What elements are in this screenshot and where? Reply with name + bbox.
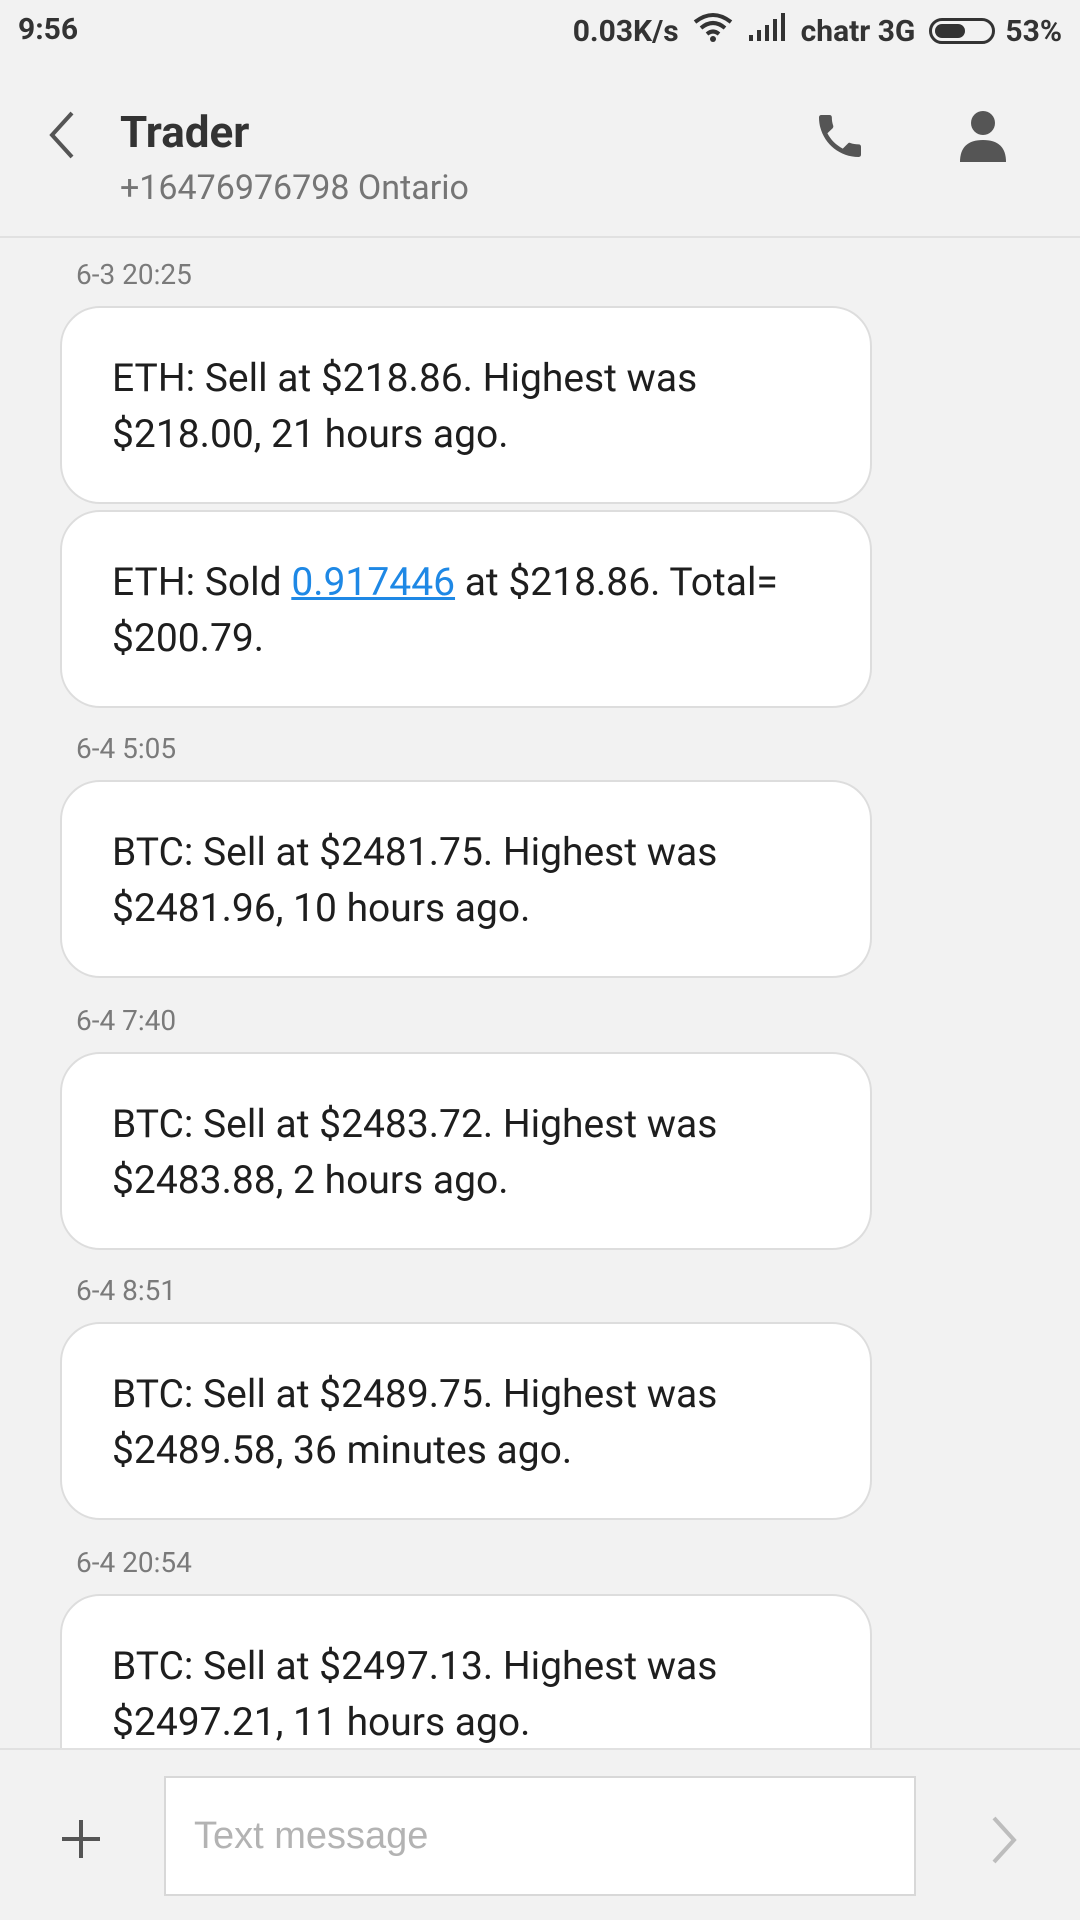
message-bubble[interactable]: BTC: Sell at $2483.72. Highest was $2483… <box>60 1052 872 1250</box>
message-timestamp: 6-4 20:54 <box>76 1546 192 1579</box>
message-bubble[interactable]: BTC: Sell at $2489.75. Highest was $2489… <box>60 1322 872 1520</box>
contact-title: Trader <box>120 106 250 158</box>
carrier-name: chatr 3G <box>800 13 916 49</box>
message-link[interactable]: 0.917446 <box>291 559 456 605</box>
attach-button[interactable] <box>60 1818 102 1860</box>
message-composer <box>0 1748 1080 1920</box>
phone-icon <box>819 115 861 157</box>
person-icon <box>960 111 1006 162</box>
contact-info-button[interactable] <box>958 108 1008 164</box>
battery-percent: 53% <box>1005 13 1062 49</box>
message-bubble[interactable]: BTC: Sell at $2481.75. Highest was $2481… <box>60 780 872 978</box>
message-timestamp: 6-3 20:25 <box>76 258 192 291</box>
message-input[interactable] <box>164 1776 916 1896</box>
call-button[interactable] <box>812 108 868 164</box>
message-thread[interactable]: 6-3 20:25 ETH: Sell at $218.86. Highest … <box>0 238 1080 1748</box>
send-button[interactable] <box>984 1810 1024 1870</box>
wifi-icon <box>693 12 733 50</box>
message-timestamp: 6-4 5:05 <box>76 732 177 765</box>
battery-icon <box>929 18 996 44</box>
status-time: 9:56 <box>18 12 79 47</box>
contact-subtitle: +16476976798 Ontario <box>120 168 469 208</box>
send-chevron-icon <box>992 1816 1017 1864</box>
message-timestamp: 6-4 7:40 <box>76 1004 177 1037</box>
message-text: ETH: Sold <box>112 559 292 605</box>
back-button[interactable] <box>40 105 84 165</box>
message-bubble[interactable]: ETH: Sold 0.917446 at $218.86. Total= $2… <box>60 510 872 708</box>
message-text: at $218.86. Total= $200.79. <box>112 559 778 661</box>
message-bubble[interactable]: BTC: Sell at $2497.13. Highest was $2497… <box>60 1594 872 1748</box>
signal-icon <box>747 13 787 49</box>
message-bubble[interactable]: ETH: Sell at $218.86. Highest was $218.0… <box>60 306 872 504</box>
plus-icon <box>62 1820 100 1858</box>
status-bar: 9:56 0.03K/s chatr 3G 53% <box>0 0 1080 60</box>
message-timestamp: 6-4 8:51 <box>76 1274 177 1307</box>
conversation-header: Trader +16476976798 Ontario <box>0 60 1080 238</box>
status-right: 0.03K/s chatr 3G 53% <box>573 12 1062 50</box>
network-speed: 0.03K/s <box>572 13 679 49</box>
back-chevron-icon <box>49 111 74 159</box>
